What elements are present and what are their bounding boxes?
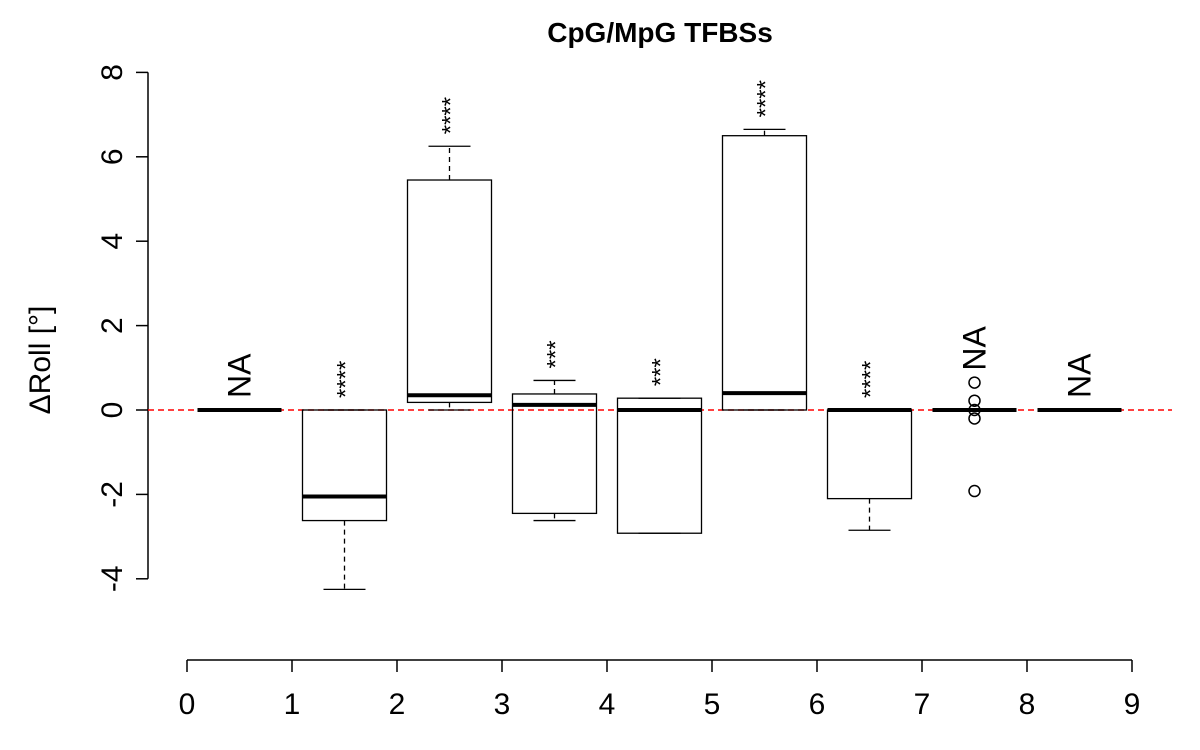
box-group: ***	[616, 358, 703, 534]
box-group: ****	[301, 361, 388, 590]
y-tick-label: 0	[96, 402, 129, 419]
outlier-point	[968, 412, 981, 425]
significance-label: ****	[438, 97, 465, 134]
significance-label: ***	[543, 340, 570, 368]
box-rect	[511, 393, 598, 515]
box-rect	[616, 397, 703, 534]
y-axis-label: ΔRoll [°]	[24, 306, 57, 415]
x-tick-label: 4	[599, 688, 616, 721]
outlier-point	[968, 394, 981, 407]
y-tick-label: -4	[96, 565, 129, 592]
box-rect	[301, 409, 388, 522]
box-group: NA	[932, 325, 1017, 498]
chart-title: CpG/MpG TFBSs	[547, 17, 773, 48]
significance-label: ****	[858, 361, 885, 398]
y-tick-label: -2	[96, 481, 129, 508]
na-label: NA	[222, 353, 258, 398]
y-tick-label: 6	[96, 148, 129, 165]
significance-label: ***	[648, 358, 675, 386]
box-rect	[826, 409, 913, 500]
x-tick-label: 5	[704, 688, 721, 721]
x-tick-label: 6	[809, 688, 826, 721]
box-group: NA	[1037, 353, 1122, 412]
y-axis: -4 -2 0 2 4 6 8	[96, 64, 149, 592]
x-tick-label: 3	[494, 688, 511, 721]
y-tick-label: 2	[96, 317, 129, 334]
box-group: ****	[721, 80, 808, 411]
outlier-point	[968, 484, 981, 498]
x-tick-label: 9	[1124, 688, 1141, 721]
box-rect	[721, 135, 808, 411]
x-axis: 0 1 2 3 4 5 6 7 8 9	[179, 659, 1141, 721]
x-tick-label: 8	[1019, 688, 1036, 721]
box-group: ****	[406, 97, 493, 411]
box-rect	[406, 179, 493, 404]
x-tick-label: 7	[914, 688, 931, 721]
box-group: ****	[826, 361, 913, 531]
na-label: NA	[957, 325, 993, 370]
significance-label: ****	[753, 80, 780, 117]
outlier-point	[968, 403, 981, 417]
y-tick-label: 4	[96, 233, 129, 250]
box-group: ***	[511, 340, 598, 522]
x-tick-label: 1	[284, 688, 301, 721]
na-label: NA	[1062, 353, 1098, 398]
y-tick-label: 8	[96, 64, 129, 81]
x-tick-label: 0	[179, 688, 196, 721]
box-group: NA	[197, 353, 282, 412]
significance-label: ****	[333, 361, 360, 398]
x-tick-label: 2	[389, 688, 406, 721]
outlier-point	[968, 376, 981, 389]
